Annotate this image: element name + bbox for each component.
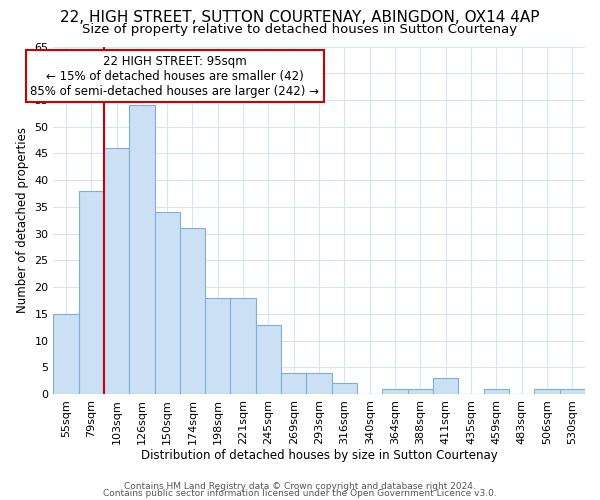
Bar (104, 148, 129, 394)
Bar (281, 372, 307, 394)
Text: 22 HIGH STREET: 95sqm
← 15% of detached houses are smaller (42)
85% of semi-deta: 22 HIGH STREET: 95sqm ← 15% of detached … (30, 54, 319, 98)
Bar (256, 324, 281, 394)
Bar (129, 106, 155, 394)
Bar (205, 298, 230, 394)
Text: Contains public sector information licensed under the Open Government Licence v3: Contains public sector information licen… (103, 488, 497, 498)
Bar (180, 228, 205, 394)
Bar (332, 384, 357, 394)
Text: 22, HIGH STREET, SUTTON COURTENAY, ABINGDON, OX14 4AP: 22, HIGH STREET, SUTTON COURTENAY, ABING… (60, 10, 540, 25)
Bar (382, 388, 408, 394)
Bar (433, 378, 458, 394)
Bar (560, 388, 585, 394)
Bar (484, 388, 509, 394)
Y-axis label: Number of detached properties: Number of detached properties (16, 128, 29, 314)
Bar (535, 388, 560, 394)
Bar (155, 212, 180, 394)
Text: Contains HM Land Registry data © Crown copyright and database right 2024.: Contains HM Land Registry data © Crown c… (124, 482, 476, 491)
Bar (307, 372, 332, 394)
Text: Size of property relative to detached houses in Sutton Courtenay: Size of property relative to detached ho… (82, 22, 518, 36)
Bar (230, 298, 256, 394)
X-axis label: Distribution of detached houses by size in Sutton Courtenay: Distribution of detached houses by size … (141, 450, 497, 462)
Bar (408, 388, 433, 394)
Bar (79, 191, 104, 394)
Bar (53, 314, 79, 394)
